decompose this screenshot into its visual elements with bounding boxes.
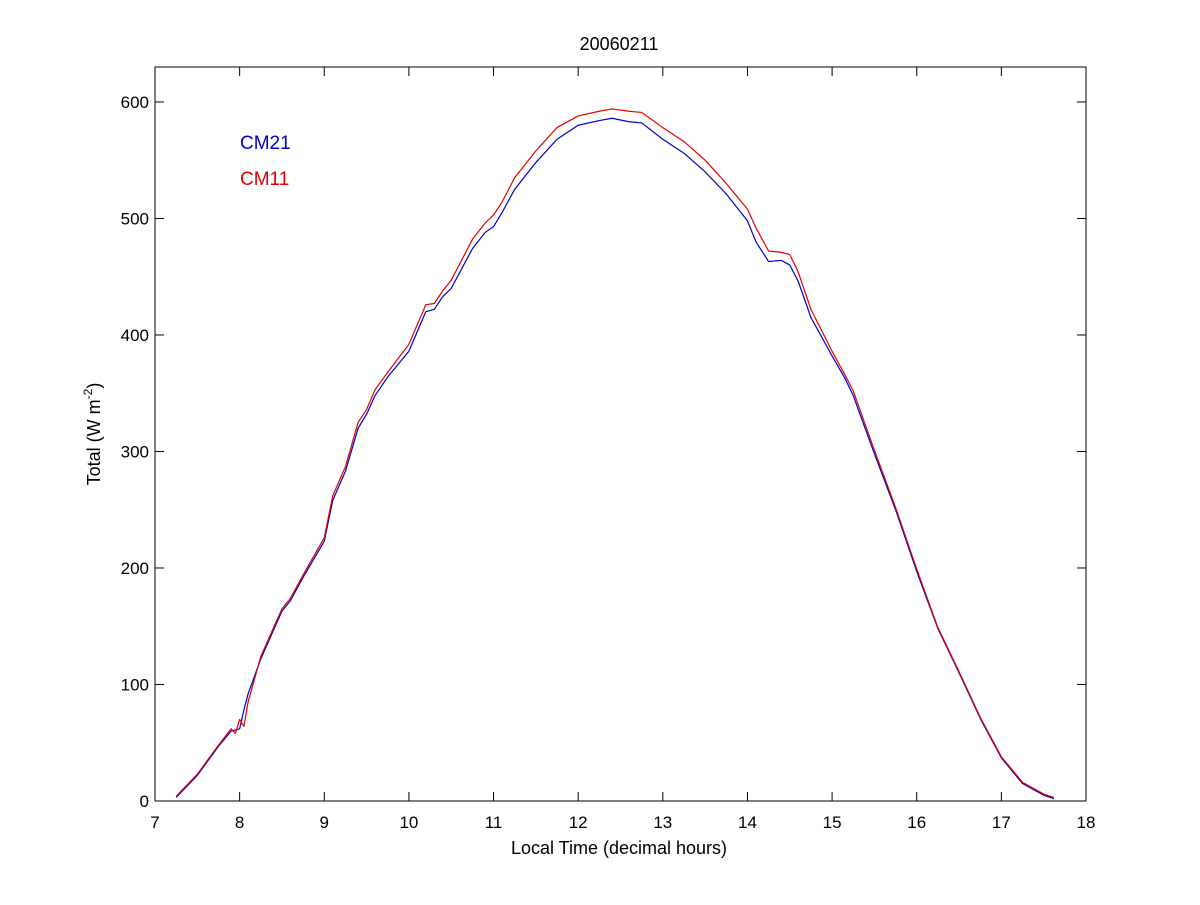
x-tick-label: 12 — [569, 813, 588, 832]
series-line-cm21 — [175, 117, 1055, 800]
y-axis-label-close: ) — [84, 383, 104, 389]
x-tick-label: 11 — [485, 813, 503, 832]
y-axis-label-main: Total (W m — [84, 399, 104, 485]
y-tick-label: 100 — [121, 675, 149, 694]
series-line-cm11 — [175, 108, 1055, 799]
chart-title: 20060211 — [580, 34, 659, 54]
y-axis-label-superscript: -2 — [81, 388, 95, 399]
y-tick-label: 400 — [121, 326, 149, 345]
y-tick-label: 300 — [121, 442, 149, 461]
legend-entry-cm21: CM21 — [240, 133, 291, 154]
y-axis: 0 100 200 300 400 500 600 — [121, 93, 1086, 811]
y-tick-label: 600 — [121, 93, 149, 112]
series-group — [175, 108, 1055, 800]
legend-entry-cm11: CM11 — [240, 169, 289, 190]
x-axis-label: Local Time (decimal hours) — [511, 838, 727, 858]
x-tick-label: 18 — [1077, 813, 1096, 832]
x-tick-label: 9 — [320, 813, 329, 832]
x-tick-label: 7 — [150, 813, 159, 832]
x-tick-label: 8 — [235, 813, 244, 832]
x-tick-label: 17 — [992, 813, 1011, 832]
y-tick-label: 200 — [121, 559, 149, 578]
x-tick-label: 13 — [653, 813, 672, 832]
y-axis-label: Total (W m-2) — [81, 383, 104, 486]
x-tick-label: 16 — [907, 813, 926, 832]
x-axis: 7 8 9 10 11 12 13 14 15 16 17 18 — [150, 67, 1095, 832]
y-tick-label: 0 — [140, 792, 149, 811]
plot-area-frame — [154, 66, 1087, 802]
x-tick-label: 15 — [823, 813, 842, 832]
x-tick-label: 14 — [738, 813, 757, 832]
y-tick-label: 500 — [121, 209, 149, 228]
x-tick-label: 10 — [399, 813, 418, 832]
legend: CM21 CM11 — [240, 133, 291, 190]
